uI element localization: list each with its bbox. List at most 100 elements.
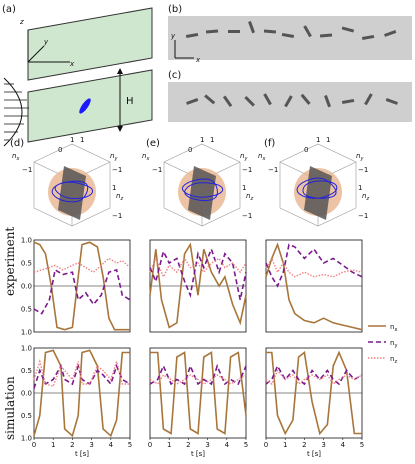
tick-label: −1 [242,166,252,174]
y-tick-label: 0.0 [21,390,32,398]
panel-label-e: (e) [146,138,160,149]
panel-label-c: (c) [168,70,181,81]
x-tick-label: 5 [244,441,248,449]
axis-nz-label: nz [362,192,369,202]
x-tick-label: 3 [205,441,209,449]
legend-label: ny [390,339,397,349]
x-tick-label: 2 [70,441,74,449]
tick-label: −1 [358,212,368,220]
series-nz [149,374,247,385]
flow-profile [3,77,23,147]
x-axis-label: t [s] [75,450,89,458]
tick-label: 0 [188,146,192,154]
panel-label-f: (f) [264,138,275,149]
axis-nx-label: nx [258,152,265,162]
panel-label-b: (b) [168,4,182,15]
tick-label: 1 [80,136,84,144]
tick-label: 1 [210,136,214,144]
tick-label: −1 [268,166,278,174]
axis-ny-label: ny [110,152,118,162]
trajectory [181,178,224,202]
axis-ny-label: ny [240,152,248,162]
x-tick-label: 0 [148,441,152,449]
y-tick-label: 0.5 [21,260,32,268]
series-nx [265,242,363,331]
x-axis-label: t [s] [191,450,205,458]
series-ny [149,363,247,386]
series-ny [149,246,247,300]
x-tick-label: 1 [283,441,287,449]
x-tick-label: 5 [128,441,132,449]
plane-slice [58,166,86,220]
tick-label: 1 [326,136,330,144]
tick-label: −1 [242,212,252,220]
tick-label: 1 [112,184,116,192]
rods-c [186,93,398,108]
x-tick-label: 4 [109,441,114,449]
x-tick-label: 4 [341,441,346,449]
x-tick-label: 5 [360,441,364,449]
series-nx [150,351,247,435]
gap-height-label: H [126,96,134,107]
rods-b [185,21,397,41]
chart-e-simulation: 0 1 2 3 4 5 t [s] [148,347,248,458]
y-tick-label: 1.0 [21,237,32,245]
series-ny [33,268,131,315]
series-nx [149,242,247,329]
bottom-plate [27,69,153,143]
axis-nz-label: nz [116,192,123,202]
micrograph-b [168,16,412,60]
axis-nx-label: nx [142,152,149,162]
y-tick-label: 1.0 [21,345,32,353]
tick-label: −1 [152,166,162,174]
series-ny [265,364,363,386]
y-tick-label: 0.5 [21,412,32,420]
y-tick-label: 1.0 [21,329,32,337]
tick-label: −1 [112,166,122,174]
tick-label: 0 [58,146,62,154]
y-tick-label: 1.0 [21,435,32,443]
legend-label: nx [390,323,397,333]
series-ny [265,243,363,288]
micro-axis-y: y [170,32,176,40]
legend: nx ny nz [368,323,397,365]
y-tick-label: 0.5 [21,306,32,314]
x-tick-label: 2 [186,441,190,449]
series-nz [149,256,247,279]
x-tick-label: 1 [51,441,55,449]
x-tick-label: 2 [302,441,306,449]
trajectory [296,177,338,199]
series-nz [33,257,131,274]
micro-axis-x: x [195,56,201,64]
trajectory [51,180,93,203]
axis-nz-label: nz [246,192,253,202]
y-tick-label: 0.0 [21,283,32,291]
x-tick-label: 0 [32,441,36,449]
tick-label: 1 [242,184,246,192]
tick-label: −1 [112,212,122,220]
series-nx [33,241,130,331]
series-nz [33,358,130,388]
time-series-charts: 1.00.50.00.51.01.00.50.00.51.00 1 2 3 4 5t [s… [21,237,364,459]
axis-nx-label: nx [12,152,19,162]
flow-arrows [4,83,29,141]
chart-f-experiment [265,239,363,333]
axis-x-label: x [69,60,75,68]
axis-y-label: y [43,38,49,46]
series-nx [266,350,362,436]
chart-e-experiment [149,239,247,333]
panel-label-a: (a) [2,4,16,15]
series-ny [33,363,131,389]
chart-f-simulation: 0 1 2 3 4 5 t [s] [264,347,364,458]
chart-d-experiment: 1.0 0.5 0.0 0.5 1.0 [21,237,131,337]
panel-label-d: (d) [10,138,24,149]
x-tick-label: 3 [321,441,325,449]
axis-z-label: z [19,18,24,26]
series-nz [265,369,363,386]
x-tick-label: 1 [167,441,171,449]
x-tick-label: 3 [89,441,93,449]
legend-label: nz [390,355,397,365]
